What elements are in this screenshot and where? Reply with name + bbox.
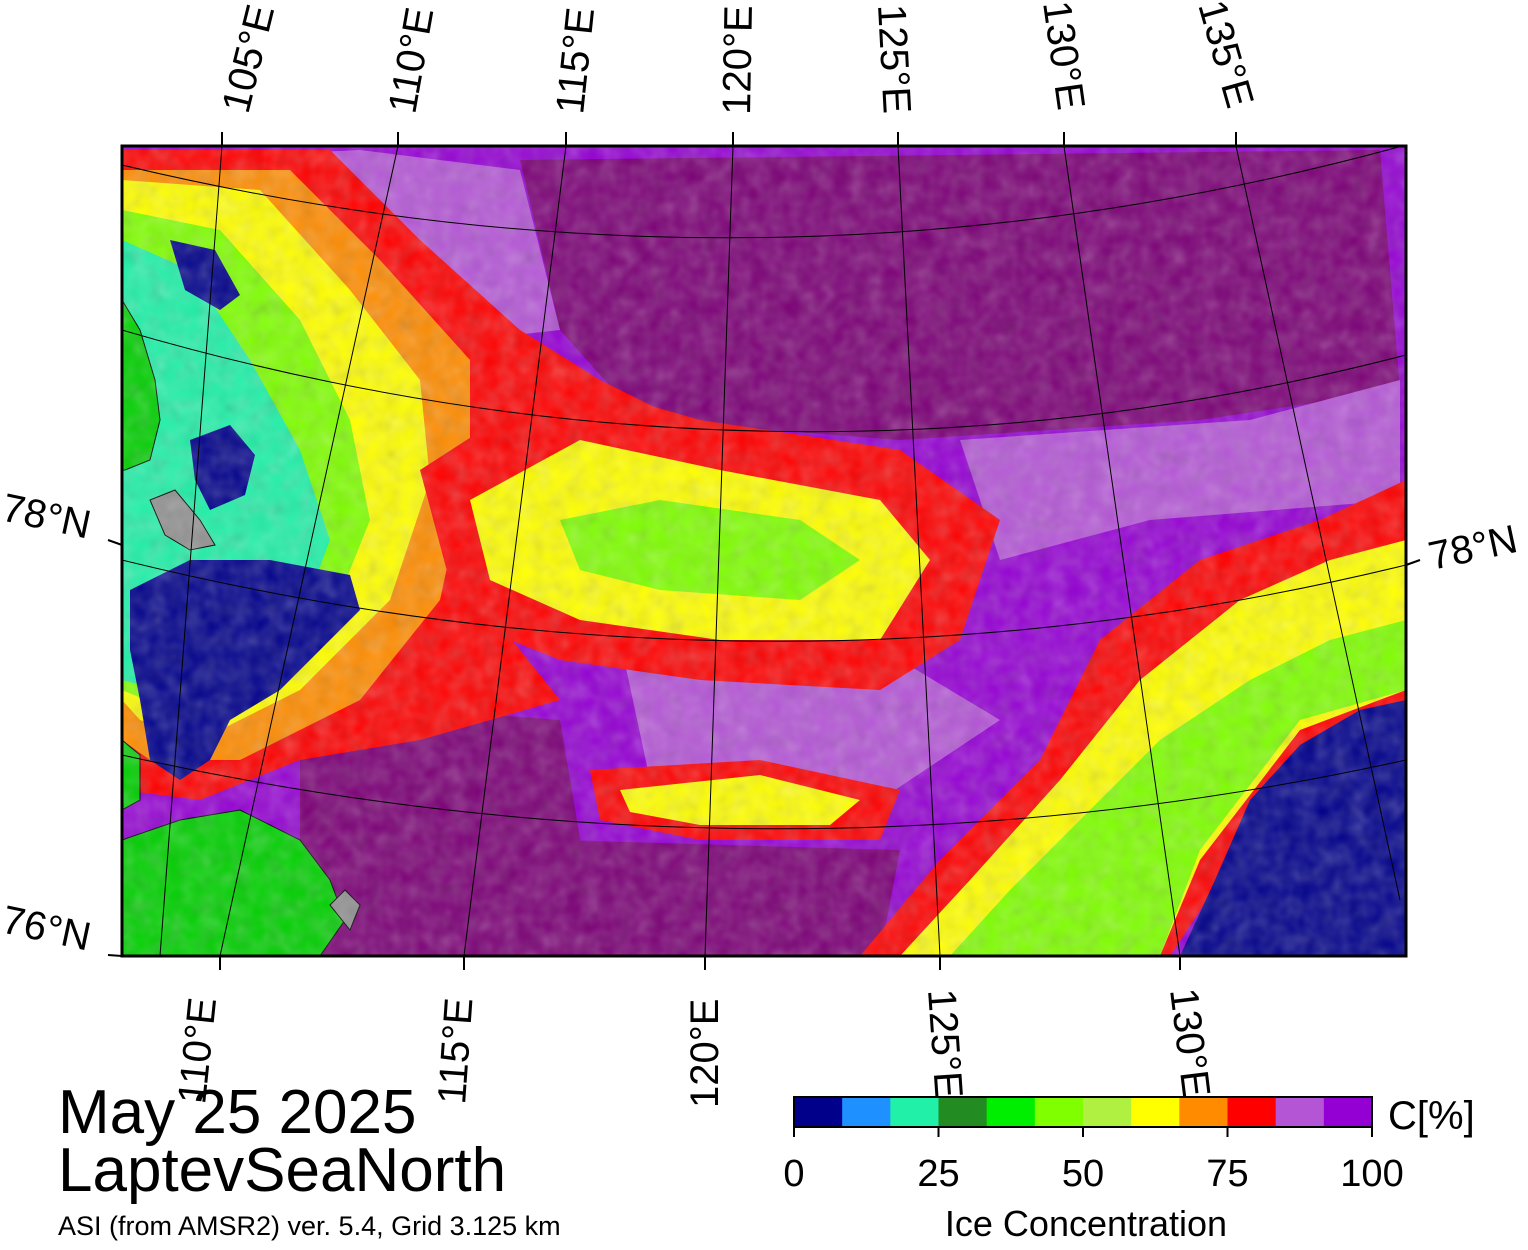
- bottom-lon-label: 120°E: [683, 999, 727, 1108]
- meridian-105e: [159, 146, 223, 956]
- left-lat-label: 78°N: [0, 486, 95, 548]
- meridian-135e: [1235, 146, 1401, 901]
- colorbar-tick-label: 100: [1340, 1153, 1403, 1195]
- top-lon-label: 120°E: [715, 5, 761, 115]
- meridian-115e: [463, 146, 567, 956]
- colorbar-tick-label: 50: [1062, 1153, 1104, 1195]
- colorbar-segment: [794, 1097, 843, 1127]
- colorbar-segment: [842, 1097, 891, 1127]
- top-lon-label: 125°E: [869, 3, 919, 115]
- frame-ticks: [107, 132, 1421, 970]
- colorbar: [794, 1097, 1373, 1127]
- colorbar-title: Ice Concentration: [945, 1203, 1227, 1244]
- map-frame: [122, 146, 1406, 956]
- meridian-110e: [219, 146, 399, 956]
- map-date: May 25 2025: [58, 1078, 417, 1147]
- meridian-130e: [1063, 146, 1181, 956]
- map-region-title: LaptevSeaNorth: [58, 1136, 507, 1205]
- colorbar-segment: [1131, 1097, 1180, 1127]
- top-lon-label: 110°E: [381, 4, 443, 116]
- colorbar-segment: [938, 1097, 988, 1127]
- parallel-78n: [122, 559, 1406, 642]
- parallel-78-5n: [122, 329, 1406, 433]
- colorbar-segment: [1275, 1097, 1325, 1127]
- top-lon-label: 105°E: [214, 0, 283, 117]
- top-lon-label: 130°E: [1034, 0, 1093, 113]
- colorbar-tick-label: 25: [917, 1153, 959, 1195]
- graticule: [122, 146, 1406, 956]
- top-lon-label: 115°E: [548, 5, 603, 115]
- colorbar-segment: [1083, 1097, 1132, 1127]
- colorbar-segment: [1034, 1097, 1084, 1127]
- colorbar-segment: [890, 1097, 939, 1127]
- right-lat-label: 78°N: [1425, 517, 1522, 579]
- colorbar-ticks: 0 25 50 75 100: [783, 1127, 1404, 1195]
- bottom-lon-label: 115°E: [430, 996, 481, 1105]
- map-product-subtitle: ASI (from AMSR2) ver. 5.4, Grid 3.125 km: [58, 1211, 561, 1241]
- colorbar-tick-label: 0: [783, 1153, 804, 1195]
- meridian-120e: [704, 146, 734, 956]
- colorbar-unit: C[%]: [1388, 1094, 1475, 1138]
- bottom-lon-label: 130°E: [1161, 986, 1218, 1100]
- parallel-79n: [122, 146, 1405, 239]
- colorbar-tick-label: 75: [1206, 1153, 1248, 1195]
- colorbar-segment: [1227, 1097, 1277, 1127]
- bottom-lon-label: 125°E: [919, 988, 971, 1100]
- meridian-125e: [897, 146, 941, 956]
- top-lon-labels: 105°E 110°E 115°E 120°E 125°E 130°E 135°…: [214, 0, 1262, 117]
- parallel-77-5n: [122, 754, 1406, 830]
- texture-overlay: [122, 146, 1406, 956]
- colorbar-segment: [1179, 1097, 1228, 1127]
- top-lon-label: 135°E: [1189, 0, 1261, 113]
- colorbar-segment: [1323, 1097, 1373, 1127]
- left-lat-label: 76°N: [0, 898, 95, 960]
- map-border: [120, 144, 1408, 958]
- colorbar-segment: [986, 1097, 1036, 1127]
